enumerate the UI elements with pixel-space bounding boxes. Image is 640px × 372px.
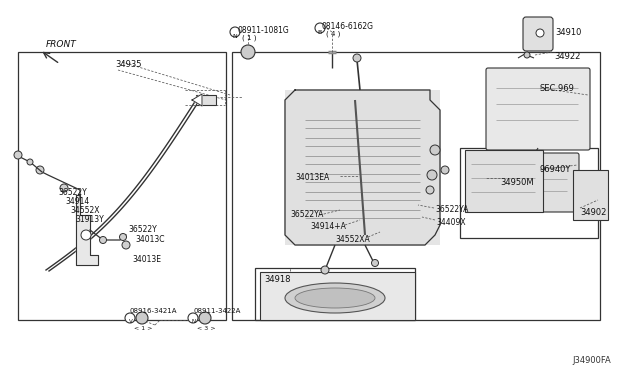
- Text: 34914+A: 34914+A: [310, 222, 346, 231]
- Text: 08146-6162G: 08146-6162G: [322, 22, 374, 31]
- FancyBboxPatch shape: [486, 68, 590, 150]
- Circle shape: [14, 151, 22, 159]
- Circle shape: [536, 29, 544, 37]
- Text: J34900FA: J34900FA: [572, 356, 611, 365]
- Text: N: N: [232, 33, 237, 38]
- Bar: [196, 95, 216, 105]
- Circle shape: [315, 23, 325, 33]
- Ellipse shape: [285, 283, 385, 313]
- Bar: [255, 268, 415, 320]
- Circle shape: [120, 234, 127, 241]
- Circle shape: [81, 230, 91, 240]
- Circle shape: [427, 170, 437, 180]
- Text: N: N: [192, 319, 196, 324]
- Circle shape: [36, 166, 44, 174]
- Text: 34935: 34935: [115, 60, 141, 69]
- Circle shape: [188, 313, 198, 323]
- Text: 34918: 34918: [264, 275, 291, 284]
- Bar: [285, 90, 440, 245]
- Circle shape: [371, 260, 378, 266]
- Text: 34902: 34902: [580, 208, 606, 217]
- Text: 34013C: 34013C: [135, 235, 164, 244]
- Circle shape: [241, 45, 255, 59]
- Circle shape: [524, 52, 530, 58]
- Text: 36522YA: 36522YA: [435, 205, 468, 214]
- Text: B: B: [317, 29, 322, 35]
- Bar: [232, 52, 600, 320]
- Circle shape: [60, 184, 68, 192]
- Text: 34013E: 34013E: [132, 255, 161, 264]
- Bar: [18, 52, 226, 320]
- Text: 08911-3422A: 08911-3422A: [193, 308, 241, 314]
- Circle shape: [27, 159, 33, 165]
- Text: 36522YA: 36522YA: [290, 210, 323, 219]
- Text: 96940Y: 96940Y: [540, 165, 572, 174]
- Text: FRONT: FRONT: [46, 40, 77, 49]
- Text: 08911-1081G: 08911-1081G: [237, 26, 289, 35]
- Text: 36522Y: 36522Y: [58, 188, 87, 197]
- Text: V: V: [129, 319, 132, 324]
- Text: ( 4 ): ( 4 ): [326, 30, 340, 36]
- Bar: [260, 272, 415, 320]
- Text: < 1 >: < 1 >: [134, 326, 152, 331]
- Ellipse shape: [295, 288, 375, 308]
- Text: SEC.969: SEC.969: [540, 84, 575, 93]
- Text: ( 1 ): ( 1 ): [242, 34, 257, 41]
- Circle shape: [122, 241, 130, 249]
- Circle shape: [430, 145, 440, 155]
- Text: < 3 >: < 3 >: [197, 326, 216, 331]
- FancyBboxPatch shape: [523, 17, 553, 51]
- Circle shape: [199, 312, 211, 324]
- Circle shape: [426, 186, 434, 194]
- Circle shape: [125, 313, 135, 323]
- Text: 31913Y: 31913Y: [75, 215, 104, 224]
- Circle shape: [353, 54, 361, 62]
- Text: 34910: 34910: [555, 28, 581, 37]
- Text: 34922: 34922: [554, 52, 580, 61]
- Circle shape: [441, 166, 449, 174]
- Bar: [465, 150, 543, 212]
- Circle shape: [99, 237, 106, 244]
- Text: 34552X: 34552X: [70, 206, 99, 215]
- Text: 34950M: 34950M: [500, 178, 534, 187]
- Text: 34409X: 34409X: [436, 218, 466, 227]
- Bar: [460, 148, 598, 238]
- Text: 08916-3421A: 08916-3421A: [130, 308, 177, 314]
- Polygon shape: [192, 94, 202, 106]
- FancyBboxPatch shape: [490, 153, 579, 212]
- Text: 34914: 34914: [65, 197, 89, 206]
- Circle shape: [321, 266, 329, 274]
- Polygon shape: [285, 90, 440, 245]
- Text: 34013EA: 34013EA: [295, 173, 329, 182]
- Polygon shape: [76, 195, 98, 265]
- Text: 36522Y: 36522Y: [128, 225, 157, 234]
- Circle shape: [136, 312, 148, 324]
- Bar: [573, 170, 608, 220]
- Text: 34552XA: 34552XA: [335, 235, 370, 244]
- Circle shape: [230, 27, 240, 37]
